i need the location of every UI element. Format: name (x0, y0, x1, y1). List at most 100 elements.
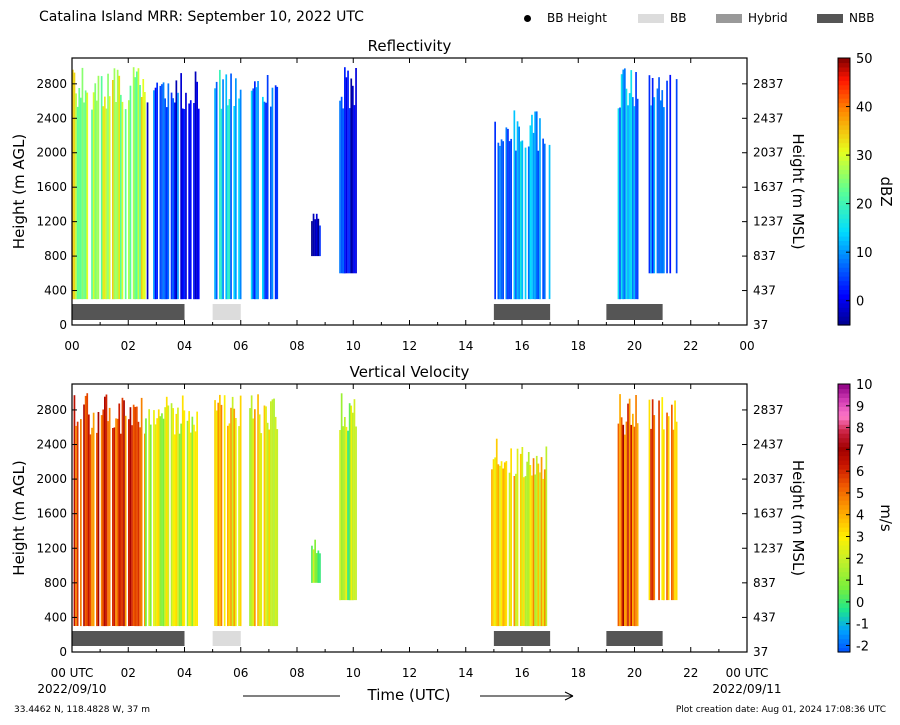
echo-streak (197, 108, 200, 300)
echo-streak (352, 85, 354, 274)
echo-streak (132, 67, 135, 300)
echo-streak (183, 410, 186, 626)
echo-streak (270, 401, 272, 627)
echo-streak (317, 550, 320, 583)
echo-streak (628, 93, 631, 300)
echo-field (72, 67, 678, 300)
y-tick-label-right: 437 (753, 284, 776, 298)
colorbar-cell (838, 585, 850, 591)
echo-streak (523, 477, 525, 626)
echo-streak (532, 132, 535, 300)
echo-streak (239, 89, 242, 300)
colorbar-cell (838, 253, 850, 259)
colorbar-cell (838, 397, 850, 403)
colorbar-cell (838, 62, 850, 68)
echo-streak (233, 106, 236, 300)
legend-label: NBB (849, 11, 875, 25)
echo-streak (231, 396, 234, 627)
colorbar-label: dBZ (877, 176, 895, 206)
colorbar-cell (838, 567, 850, 573)
echo-streak (648, 75, 651, 274)
colorbar-cell (838, 553, 850, 559)
echo-streak (339, 100, 341, 274)
echo-streak (650, 428, 652, 601)
colorbar-cell (838, 191, 850, 197)
colorbar-cell (838, 58, 850, 64)
colorbar-cell (838, 509, 850, 515)
echo-streak (191, 416, 194, 627)
colorbar-cell (838, 71, 850, 77)
echo-streak (345, 77, 348, 274)
echo-streak (252, 418, 255, 626)
echo-streak (177, 92, 179, 300)
echo-streak (508, 141, 511, 300)
y-tick-label-right: 837 (753, 576, 776, 590)
y-tick-label-right: 437 (753, 610, 776, 624)
echo-streak (312, 213, 315, 257)
colorbar-cell (838, 643, 850, 649)
colorbar-cell (838, 392, 850, 398)
echo-streak (500, 139, 503, 300)
echo-streak (129, 85, 132, 300)
colorbar-label: m/s (877, 504, 895, 532)
echo-streak (136, 71, 138, 300)
y-tick-label-right: 1637 (753, 507, 784, 521)
x-tick-label: 12 (402, 339, 417, 353)
echo-streak (76, 421, 79, 626)
echo-streak (88, 414, 90, 627)
echo-streak (622, 69, 625, 300)
colorbar-cell (838, 244, 850, 250)
echo-streak (531, 475, 533, 627)
echo-streak (535, 455, 538, 627)
echo-streak (659, 100, 662, 274)
echo-streak (104, 96, 106, 300)
echo-streak (353, 105, 356, 274)
echo-streak (268, 429, 271, 626)
echo-streak (78, 88, 81, 300)
colorbar-cell (838, 459, 850, 465)
colorbar-tick-label: 40 (856, 101, 873, 116)
echo-region (648, 74, 678, 274)
echo-streak (113, 427, 116, 626)
echo-streak (214, 400, 216, 626)
echo-streak (196, 411, 198, 626)
echo-streak (666, 412, 668, 601)
echo-streak (194, 71, 197, 300)
echo-streak (636, 98, 639, 300)
echo-streak (497, 142, 500, 300)
colorbar-cell (838, 549, 850, 555)
echo-region (146, 71, 200, 300)
echo-streak (675, 421, 678, 601)
echo-streak (276, 86, 279, 300)
echo-streak (153, 90, 155, 300)
echo-streak (531, 114, 533, 300)
echo-streak (223, 395, 226, 627)
colorbar-cell (838, 473, 850, 479)
colorbar-cell (838, 258, 850, 264)
colorbar-cell (838, 625, 850, 631)
colorbar-cell (838, 293, 850, 299)
echo-streak (180, 73, 182, 300)
colorbar-tick-label: 9 (856, 400, 864, 415)
colorbar-cell (838, 187, 850, 193)
echo-streak (121, 101, 124, 300)
echo-streak (173, 102, 176, 300)
y-tick-label-right: 37 (753, 318, 768, 332)
colorbar-cell (838, 209, 850, 215)
echo-streak (537, 463, 540, 627)
echo-streak (270, 106, 272, 300)
echo-streak (518, 126, 520, 300)
plot-title: Vertical Velocity (350, 363, 470, 381)
echo-region (491, 438, 548, 627)
colorbar-cell (838, 558, 850, 564)
echo-streak (271, 87, 274, 300)
colorbar-cell (838, 84, 850, 90)
echo-streak (86, 92, 89, 300)
echo-streak (80, 419, 82, 627)
y-tick-label: 800 (44, 249, 67, 263)
colorbar-cell (838, 218, 850, 224)
y-tick-label: 2000 (36, 146, 67, 160)
echo-streak (250, 395, 253, 627)
colorbar-cell (838, 222, 850, 228)
echo-region (339, 393, 357, 601)
